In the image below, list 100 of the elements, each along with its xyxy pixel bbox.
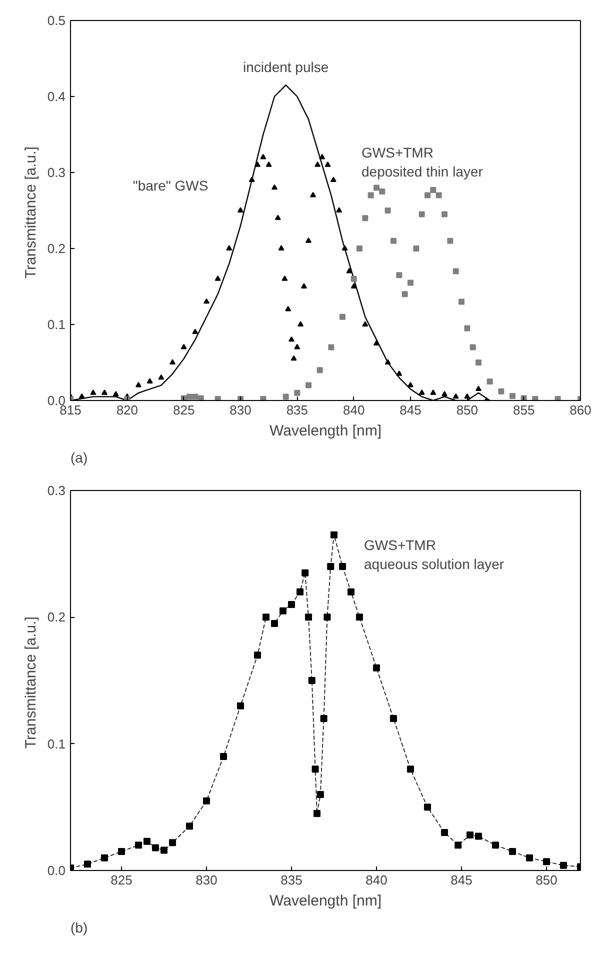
point <box>424 192 430 198</box>
point <box>407 766 414 773</box>
point <box>254 162 260 167</box>
point <box>441 829 448 836</box>
point <box>198 395 204 400</box>
point <box>306 238 312 243</box>
point <box>498 388 504 394</box>
x-tick-label: 825 <box>172 402 195 418</box>
point <box>298 321 304 326</box>
point <box>340 314 346 320</box>
y-tick-label: 0.0 <box>47 863 66 878</box>
x-tick-label: 845 <box>400 402 422 418</box>
point <box>452 393 459 399</box>
point <box>413 246 420 252</box>
x-tick-label: 850 <box>536 872 558 888</box>
point <box>390 715 397 722</box>
point <box>204 298 210 304</box>
y-axis-title: Transmittance [a.u.] <box>22 616 40 749</box>
point <box>328 344 334 350</box>
point <box>316 367 323 374</box>
point <box>170 359 176 364</box>
point <box>290 355 297 361</box>
x-tick-label: 840 <box>342 402 365 418</box>
point <box>436 192 442 198</box>
y-tick-label: 0.2 <box>47 610 66 625</box>
point <box>543 858 550 866</box>
point <box>402 291 408 298</box>
x-tick-label: 860 <box>570 402 592 418</box>
point <box>84 860 91 868</box>
point <box>476 386 482 392</box>
point <box>226 245 232 250</box>
point <box>430 390 436 395</box>
point <box>396 370 402 376</box>
text: (a) <box>70 450 88 466</box>
point <box>280 607 286 614</box>
point <box>78 393 85 399</box>
text: "bare" GWS <box>132 177 208 194</box>
point <box>300 283 307 288</box>
point <box>260 396 266 400</box>
point <box>260 154 266 160</box>
point <box>350 276 357 282</box>
point <box>384 359 391 364</box>
point <box>408 382 414 388</box>
point <box>374 184 380 191</box>
point <box>160 846 168 854</box>
point <box>560 862 567 869</box>
point <box>316 791 324 798</box>
point <box>294 344 300 350</box>
point <box>302 569 309 576</box>
point <box>330 176 336 182</box>
series-label: GWS+TMR deposited thin layer <box>362 144 484 180</box>
point <box>336 207 342 212</box>
point <box>214 276 221 281</box>
point <box>262 614 270 621</box>
point <box>90 390 96 395</box>
point <box>278 245 284 250</box>
series-label: incident pulse <box>243 59 329 76</box>
x-tick-label: 855 <box>512 402 535 418</box>
point <box>452 268 459 274</box>
point <box>356 246 362 252</box>
point <box>324 162 331 167</box>
point <box>169 839 176 846</box>
point <box>214 396 221 400</box>
y-tick-label: 0.5 <box>47 13 66 28</box>
point <box>418 390 425 395</box>
point <box>424 804 431 811</box>
series-label: GWS+TMR aqueous solution layer <box>364 536 504 572</box>
point <box>418 211 425 218</box>
point <box>554 396 561 400</box>
x-tick-label: 830 <box>196 872 218 888</box>
point <box>396 272 402 278</box>
x-tick-label: 820 <box>116 402 138 418</box>
x-axis-title: Wavelength [nm] <box>270 892 382 910</box>
point <box>310 192 316 198</box>
point <box>102 390 108 395</box>
point <box>324 614 331 621</box>
point <box>532 396 538 400</box>
point <box>306 382 312 388</box>
point <box>192 328 198 334</box>
point <box>327 563 334 570</box>
y-tick-label: 0.1 <box>47 736 66 752</box>
point <box>294 390 300 396</box>
point <box>408 280 414 286</box>
point <box>430 186 436 193</box>
point <box>288 336 294 342</box>
point <box>282 394 289 400</box>
point <box>509 848 516 855</box>
point <box>220 753 227 760</box>
point <box>447 238 454 244</box>
point <box>271 620 278 627</box>
point <box>158 374 164 380</box>
point <box>458 298 464 305</box>
x-tick-label: 825 <box>110 872 132 888</box>
y-axis-title: Transmittance [a.u.] <box>22 146 40 279</box>
point <box>356 614 363 621</box>
point <box>442 391 448 396</box>
point <box>526 854 533 862</box>
point <box>466 832 474 839</box>
x-tick-label: 835 <box>286 402 308 418</box>
x-tick-label: 845 <box>450 872 472 888</box>
